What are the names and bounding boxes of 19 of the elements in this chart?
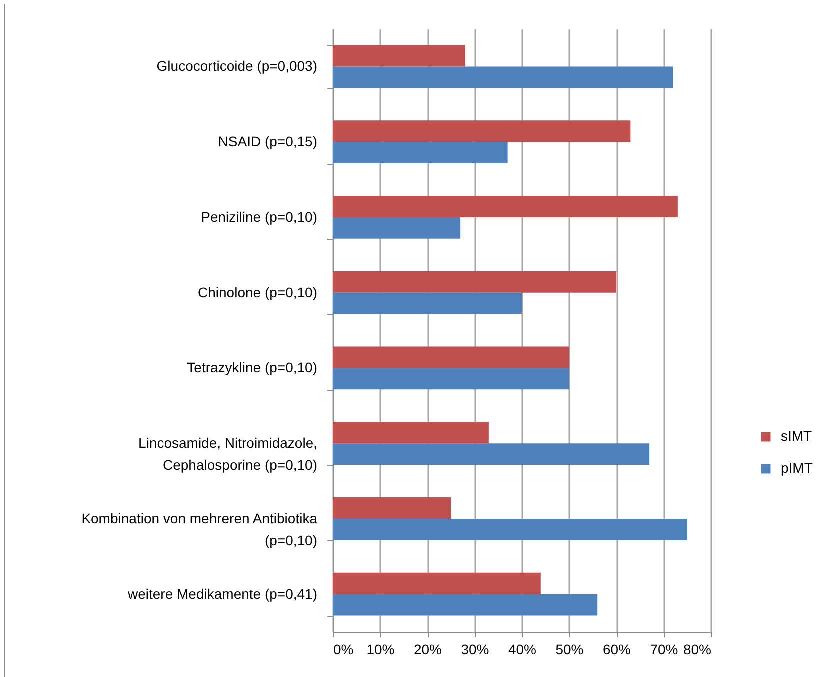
- x-tick-label: 10%: [366, 642, 395, 658]
- x-tick-label: 80%: [683, 642, 712, 658]
- y-tick-label: Lincosamide, Nitroimidazole, Cephalosporine (p=0,10): [138, 435, 318, 474]
- x-tick-label: 50%: [556, 642, 584, 658]
- x-tick-label: 20%: [414, 642, 442, 658]
- x-tick-label: 40%: [508, 642, 537, 658]
- y-tick-label: Kombination von mehreren Antibiotika (p=0,10): [82, 510, 318, 548]
- y-tick-label: weitere Medikamente (p=0,41): [127, 586, 318, 602]
- x-tick-label: 0%: [334, 642, 354, 658]
- x-tick-label: 30%: [461, 642, 490, 658]
- y-tick-label: Tetrazykline (p=0,10): [187, 360, 318, 376]
- x-tick-label: 60%: [602, 642, 632, 658]
- y-tick-label: Glucocorticoide (p=0,003): [156, 58, 318, 74]
- y-tick-label: Chinolone (p=0,10): [198, 284, 318, 300]
- y-tick-label: Peniziline (p=0,10): [201, 208, 318, 225]
- legend-label: sIMT: [781, 428, 813, 444]
- legend-label: pIMT: [781, 460, 814, 476]
- y-tick-label: NSAID (p=0,15): [218, 134, 318, 150]
- x-tick-label: 70%: [650, 642, 678, 658]
